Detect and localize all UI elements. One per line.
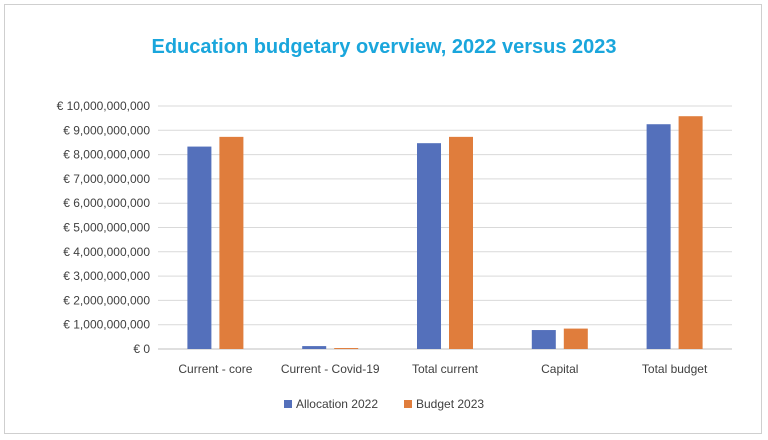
- bars: [187, 116, 703, 350]
- bar-budget-2023: [219, 136, 244, 349]
- y-axis-ticks: € 0 € 1,000,000,000 € 2,000,000,000 € 3,000…: [57, 99, 151, 356]
- legend-swatch: [404, 400, 412, 408]
- y-tick-label: € 0: [133, 342, 150, 356]
- x-tick-label: Total current: [412, 362, 479, 376]
- legend-swatch: [283, 400, 292, 408]
- bar-budget-2023: [334, 348, 359, 350]
- chart-frame: [4, 4, 762, 434]
- bar-budget-2023: [563, 328, 588, 349]
- legend-item-allocation-2022: Allocation 2022: [283, 397, 378, 411]
- y-tick-label: € 7,000,000,000: [63, 172, 150, 186]
- x-axis-ticks: Current - core Current - Covid-19 Total cu…: [178, 362, 708, 376]
- y-tick-label: € 8,000,000,000: [63, 148, 150, 162]
- bar-budget-2023: [678, 116, 703, 350]
- y-tick-label: € 6,000,000,000: [63, 196, 150, 210]
- y-tick-label: € 2,000,000,000: [63, 293, 150, 307]
- chart-title: Education budgetary overview, 2022 versu…: [151, 36, 617, 58]
- y-tick-label: € 3,000,000,000: [63, 269, 150, 283]
- bar-allocation-2022: [417, 143, 441, 349]
- y-tick-label: € 10,000,000,000: [57, 99, 151, 113]
- y-tick-label: € 9,000,000,000: [63, 123, 150, 137]
- x-tick-label: Current - Covid-19: [281, 362, 380, 376]
- legend-label: Budget 2023: [416, 397, 485, 411]
- y-tick-label: € 5,000,000,000: [63, 221, 150, 235]
- y-tick-label: € 1,000,000,000: [63, 318, 150, 332]
- bar-allocation-2022: [302, 346, 327, 349]
- bar-budget-2023: [449, 136, 473, 349]
- gridlines: [158, 105, 732, 350]
- bar-allocation-2022: [531, 330, 556, 349]
- legend-label: Allocation 2022: [295, 397, 378, 411]
- x-tick-label: Total budget: [642, 362, 708, 376]
- x-tick-label: Capital: [541, 362, 578, 376]
- x-tick-label: Current - core: [178, 362, 252, 376]
- y-tick-label: € 4,000,000,000: [63, 245, 150, 259]
- bar-allocation-2022: [646, 124, 671, 349]
- legend-item-budget-2023: Budget 2023: [404, 397, 484, 411]
- bar-allocation-2022: [187, 146, 212, 349]
- legend: Allocation 2022 Budget 2023: [0, 397, 768, 411]
